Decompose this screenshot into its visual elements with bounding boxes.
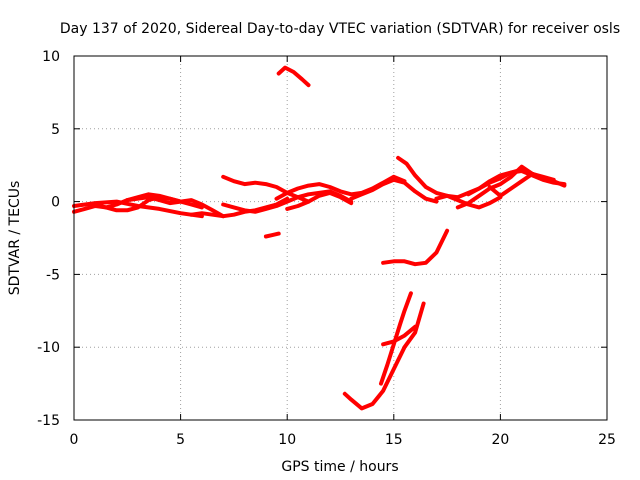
series-seg-l	[349, 177, 439, 204]
series-seg-g	[221, 174, 311, 204]
series-seg-j	[276, 65, 311, 88]
series-seg-r	[381, 228, 450, 267]
series-seg-i	[285, 190, 354, 211]
y-tick-label: -5	[46, 267, 60, 283]
y-axis: -15 -10 -5 0 5 10	[37, 49, 607, 429]
y-tick-label: -15	[37, 413, 60, 429]
y-tick-label: 5	[51, 122, 60, 138]
x-tick-label: 25	[598, 432, 616, 448]
y-tick-label: -10	[37, 340, 60, 356]
chart-title: Day 137 of 2020, Sidereal Day-to-day VTE…	[60, 21, 620, 37]
x-tick-label: 0	[70, 432, 79, 448]
x-tick-label: 5	[176, 432, 185, 448]
y-tick-label: 10	[42, 49, 60, 65]
series-seg-k	[263, 231, 281, 239]
x-tick-label: 20	[491, 432, 509, 448]
series-seg-s	[342, 301, 426, 411]
x-tick-label: 10	[278, 432, 296, 448]
x-tick-label: 15	[385, 432, 403, 448]
x-axis-label: GPS time / hours	[281, 459, 398, 475]
grid	[74, 56, 607, 420]
series-seg-u	[379, 291, 413, 386]
plot-frame	[73, 55, 608, 421]
x-axis: 0 5 10 15 20 25	[70, 56, 616, 448]
y-axis-label: SDTVAR / TECUs	[7, 181, 23, 296]
y-tick-label: 0	[51, 195, 60, 211]
series-seg-t	[381, 324, 418, 347]
series-seg-d	[125, 192, 204, 210]
series-seg-q	[487, 171, 556, 198]
plot-area	[72, 65, 567, 411]
